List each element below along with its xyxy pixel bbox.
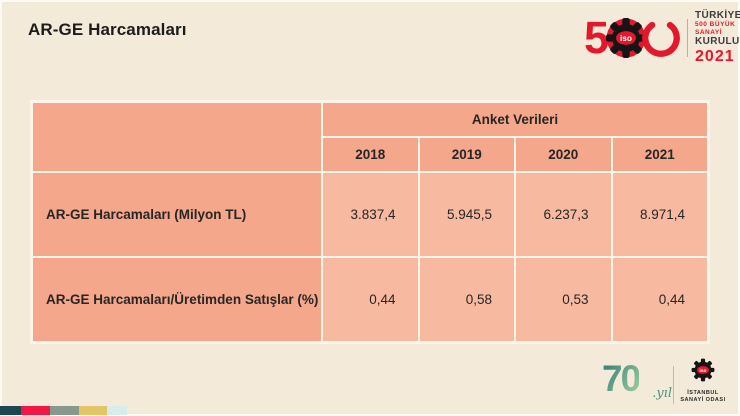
org-name: İSTANBUL SANAYİ ODASI [680, 390, 726, 404]
logo-digit-5: 5 [584, 12, 609, 63]
iso-footer-logo: iso İSTANBUL SANAYİ ODASI [678, 358, 728, 404]
strip-swatch [79, 406, 107, 415]
anniversary-number: 70 [602, 358, 641, 399]
row-label-arge-harcamalari: AR-GE Harcamaları (Milyon TL) [33, 173, 321, 256]
logo-line-2021: 2021 [695, 48, 735, 65]
logo-divider [687, 19, 689, 57]
row-label-arge-uretimden-satislar: AR-GE Harcamaları/Üretimden Satışlar (%) [33, 258, 321, 341]
iso-gear-icon: iso [691, 358, 715, 387]
gear-icon: iso [605, 17, 647, 59]
strip-swatch [50, 406, 79, 415]
table-cell: 0,58 [419, 258, 514, 341]
table-group-header: Anket Verileri [323, 103, 707, 136]
page-title: AR-GE Harcamaları [28, 20, 187, 39]
footer-divider [673, 366, 674, 404]
strip-swatch [21, 406, 50, 415]
table-cell: 5.945,5 [419, 173, 514, 256]
70th-anniversary-logo: 70 .yıl [602, 358, 672, 403]
table-cell: 0,44 [323, 258, 418, 341]
table-corner-cell [33, 103, 321, 171]
logo-line-500-buyuk-sanayi: 500 BÜYÜK SANAYİ [695, 21, 736, 36]
table-cell: 0,53 [516, 258, 611, 341]
logo-text-block: TÜRKİYE'NİN 500 BÜYÜK SANAYİ KURULUŞU 20… [695, 10, 740, 66]
year-header-2021: 2021 [612, 138, 707, 171]
svg-text:iso: iso [620, 33, 632, 43]
open-ring-icon [640, 17, 682, 59]
brand-color-strip [0, 406, 127, 415]
strip-swatch [107, 406, 127, 415]
table-cell: 8.971,4 [612, 173, 707, 256]
anniversary-suffix: .yıl [652, 386, 672, 401]
arge-table: Anket Verileri 2018 2019 2020 2021 AR-GE… [30, 100, 710, 344]
year-header-2019: 2019 [419, 138, 514, 171]
iso-500-logo: 5 iso TÜRKİYE'NİN 500 BÜYÜK SANAYİ KURUL… [584, 10, 740, 65]
logo-line-kurulusu: KURULUŞU [695, 35, 740, 47]
year-header-2020: 2020 [516, 138, 611, 171]
strip-swatch [0, 406, 21, 415]
svg-text:iso: iso [700, 368, 707, 374]
table-cell: 0,44 [612, 258, 707, 341]
logo-line-turkiyenin: TÜRKİYE'NİN [695, 10, 740, 22]
table-cell: 6.237,3 [516, 173, 611, 256]
year-header-2018: 2018 [323, 138, 418, 171]
table-cell: 3.837,4 [323, 173, 418, 256]
